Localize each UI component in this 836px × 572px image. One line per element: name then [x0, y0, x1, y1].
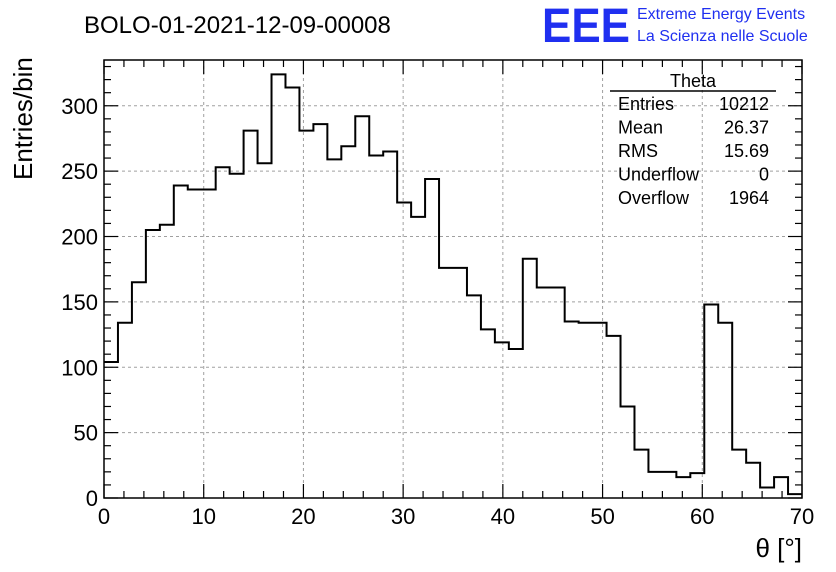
- tick-labels: 0 10 20 30 40 50 60 70 0 50 100 150 200 250 300: [61, 94, 814, 529]
- brand-line-1: Extreme Energy Events: [637, 6, 805, 23]
- plot-frame: [103, 59, 803, 499]
- stats-label: Entries: [618, 94, 674, 114]
- y-tick-label: 300: [61, 94, 98, 119]
- stats-box: Theta Entries 10212 Mean 26.37 RMS 15.69 Under…: [610, 71, 776, 208]
- stats-label: Overflow: [618, 188, 690, 208]
- y-tick-label: 0: [86, 486, 98, 511]
- x-tick-label: 50: [590, 504, 614, 529]
- stats-value: 15.69: [724, 141, 769, 161]
- x-axis-title: θ [°]: [755, 533, 802, 563]
- stats-value: 1964: [729, 188, 769, 208]
- eee-logo: EEE: [542, 0, 630, 53]
- y-axis-title: Entries/bin: [8, 57, 38, 180]
- y-tick-label: 100: [61, 355, 98, 380]
- x-tick-label: 20: [291, 504, 315, 529]
- x-tick-label: 10: [191, 504, 215, 529]
- stats-title: Theta: [670, 71, 717, 91]
- y-tick-label: 150: [61, 290, 98, 315]
- stats-label: Mean: [618, 118, 663, 138]
- histogram-line: [104, 73, 802, 496]
- brand-line-2: La Scienza nelle Scuole: [637, 28, 808, 45]
- x-tick-label: 40: [491, 504, 515, 529]
- x-tick-label: 60: [690, 504, 714, 529]
- chart-title: BOLO-01-2021-12-09-00008: [84, 12, 391, 39]
- axis-ticks: [103, 60, 803, 499]
- x-tick-label: 30: [391, 504, 415, 529]
- stats-label: Underflow: [618, 165, 700, 185]
- x-tick-label: 0: [98, 504, 110, 529]
- stats-value: 26.37: [724, 118, 769, 138]
- y-tick-label: 50: [74, 421, 98, 446]
- y-tick-label: 250: [61, 159, 98, 184]
- x-tick-label: 70: [790, 504, 814, 529]
- stats-label: RMS: [618, 141, 658, 161]
- stats-value: 0: [759, 165, 769, 185]
- stats-value: 10212: [719, 94, 769, 114]
- y-tick-label: 200: [61, 225, 98, 250]
- grid: [104, 60, 802, 498]
